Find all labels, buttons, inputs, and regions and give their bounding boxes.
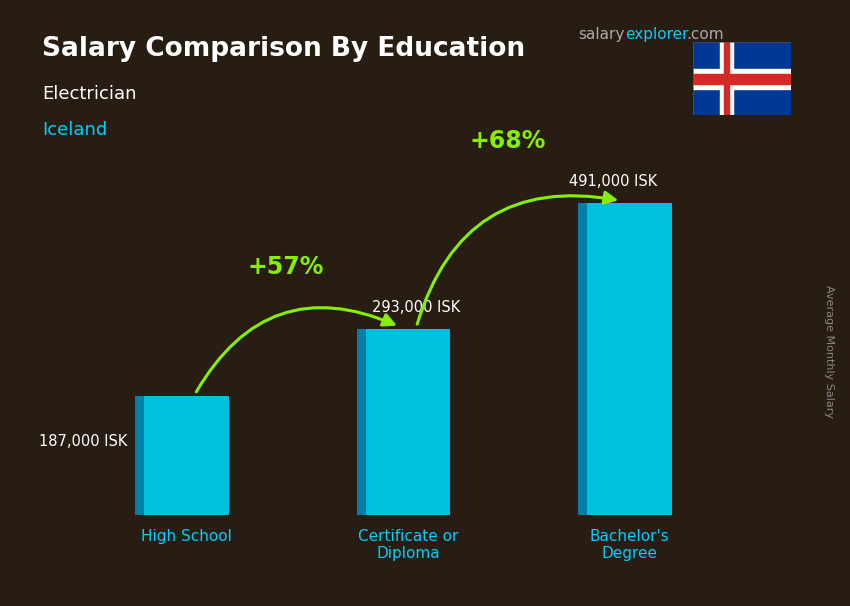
Text: Electrician: Electrician bbox=[42, 85, 137, 103]
Bar bbox=[366, 328, 450, 515]
FancyArrowPatch shape bbox=[196, 308, 394, 392]
Text: 491,000 ISK: 491,000 ISK bbox=[569, 175, 657, 189]
Bar bbox=[693, 74, 791, 84]
Bar bbox=[693, 69, 791, 88]
Text: +57%: +57% bbox=[248, 255, 325, 279]
Text: 187,000 ISK: 187,000 ISK bbox=[39, 434, 128, 449]
Text: Average Monthly Salary: Average Monthly Salary bbox=[824, 285, 834, 418]
Text: Salary Comparison By Education: Salary Comparison By Education bbox=[42, 36, 525, 62]
Text: +68%: +68% bbox=[469, 129, 546, 153]
Text: salary: salary bbox=[578, 27, 625, 42]
Polygon shape bbox=[357, 328, 366, 515]
Text: Iceland: Iceland bbox=[42, 121, 108, 139]
Bar bbox=[144, 396, 229, 515]
Text: 293,000 ISK: 293,000 ISK bbox=[372, 301, 461, 315]
Text: explorer: explorer bbox=[625, 27, 688, 42]
Polygon shape bbox=[135, 396, 144, 515]
Bar bbox=[720, 42, 734, 115]
Text: .com: .com bbox=[686, 27, 723, 42]
Bar bbox=[587, 202, 672, 515]
FancyArrowPatch shape bbox=[417, 192, 615, 324]
Polygon shape bbox=[578, 202, 587, 515]
Bar bbox=[724, 42, 729, 115]
